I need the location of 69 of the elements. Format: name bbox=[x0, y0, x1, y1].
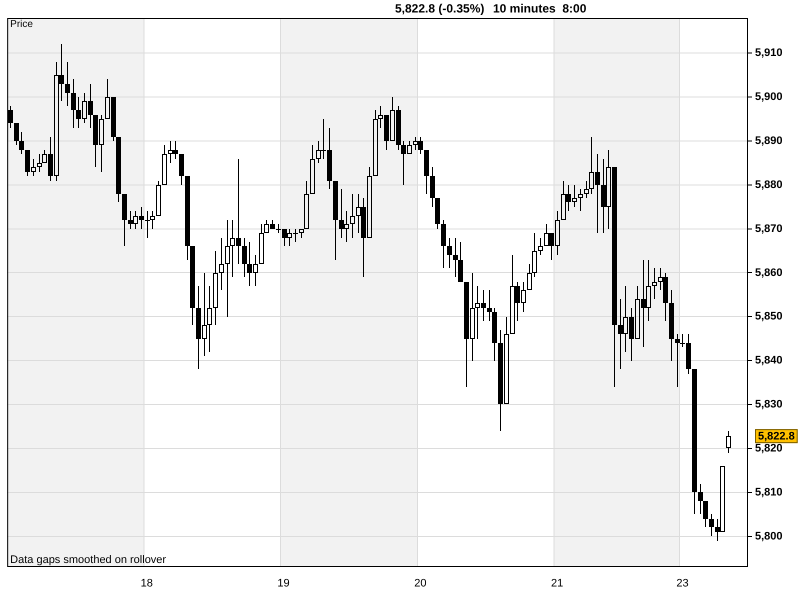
candlestick bbox=[225, 220, 230, 318]
x-tick-label: 18 bbox=[140, 578, 153, 590]
candlestick bbox=[441, 220, 446, 268]
x-tick-label: 19 bbox=[277, 578, 290, 590]
candlestick bbox=[532, 232, 537, 278]
candlestick bbox=[527, 264, 532, 290]
candlestick bbox=[726, 430, 731, 454]
chart-subtitle: 10 minutes 8:00 bbox=[493, 1, 587, 16]
candlestick bbox=[458, 242, 463, 282]
candlestick bbox=[179, 154, 184, 186]
candlestick bbox=[304, 180, 309, 229]
candlestick bbox=[350, 194, 355, 238]
candlestick bbox=[669, 290, 674, 362]
candlestick bbox=[698, 484, 703, 514]
candlestick bbox=[299, 229, 304, 238]
candlestick bbox=[156, 180, 161, 216]
y-tick-label: 5,800 bbox=[755, 530, 783, 542]
y-tick-label: 5,840 bbox=[755, 354, 783, 367]
x-tick-label: 21 bbox=[550, 578, 564, 590]
candlestick bbox=[150, 210, 155, 230]
y-tick-label: 5,880 bbox=[755, 178, 783, 191]
candlestick bbox=[373, 110, 378, 176]
candlestick bbox=[162, 144, 167, 185]
candlestick bbox=[190, 246, 195, 326]
y-tick-label: 5,830 bbox=[755, 398, 783, 411]
chart-title: 5,822.8 (-0.35%) bbox=[395, 1, 484, 16]
candlestick bbox=[122, 194, 127, 246]
candlestick bbox=[578, 188, 583, 212]
candlestick bbox=[487, 290, 492, 322]
candlestick bbox=[242, 238, 247, 278]
y-axis-title: Price bbox=[10, 18, 34, 30]
text: 5,822.8 bbox=[758, 430, 795, 443]
candlestick bbox=[692, 369, 697, 514]
candlestick bbox=[185, 176, 190, 260]
candlestick bbox=[14, 123, 19, 146]
y-tick-label: 5,890 bbox=[755, 135, 783, 148]
candlestick bbox=[703, 501, 708, 528]
y-tick-label: 5,810 bbox=[755, 486, 783, 498]
candlestick bbox=[259, 224, 264, 264]
x-tick-label: 23 bbox=[676, 578, 689, 590]
candlestick bbox=[333, 181, 338, 260]
candlestick bbox=[424, 150, 429, 194]
candlestick bbox=[584, 180, 589, 198]
y-tick-label: 5,850 bbox=[755, 310, 783, 323]
candlestick bbox=[116, 137, 121, 202]
candlestick bbox=[447, 238, 452, 268]
candlestick bbox=[430, 166, 435, 208]
candlestick bbox=[219, 238, 224, 290]
candlestick bbox=[37, 154, 42, 172]
y-tick-label: 5,820 bbox=[755, 442, 783, 454]
candlestick bbox=[65, 62, 70, 106]
candlestick bbox=[435, 198, 440, 230]
candlestick bbox=[675, 334, 680, 388]
candlestick bbox=[71, 78, 76, 128]
candlestick bbox=[310, 144, 315, 194]
y-tick-label: 5,860 bbox=[755, 266, 783, 279]
candlestick bbox=[213, 250, 218, 326]
y-tick-label: 5,900 bbox=[755, 91, 783, 104]
candlestick bbox=[453, 238, 458, 278]
candlestick bbox=[207, 286, 212, 352]
candlestick bbox=[652, 268, 657, 300]
x-tick-label: 20 bbox=[414, 578, 426, 590]
annotation: Data gaps smoothed on rollover bbox=[10, 554, 166, 566]
candlestick bbox=[538, 238, 543, 256]
y-tick-label: 5,910 bbox=[755, 47, 783, 60]
y-tick-label: 5,870 bbox=[755, 222, 783, 235]
candlestick bbox=[492, 308, 497, 362]
candlestick bbox=[19, 132, 24, 154]
candlestick bbox=[709, 514, 714, 536]
